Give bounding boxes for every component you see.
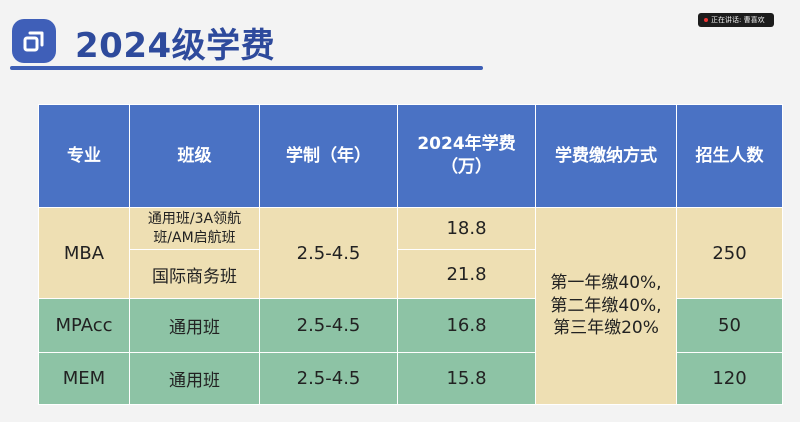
tuition-table: 专业 班级 学制（年） 2024年学费 （万） 学费缴纳方式 招生人数 MBA … xyxy=(38,104,783,405)
header-enrollment: 招生人数 xyxy=(676,104,783,208)
speaking-notice: 正在讲话: 曹喜欢 xyxy=(698,13,774,27)
table-header-row: 专业 班级 学制（年） 2024年学费 （万） 学费缴纳方式 招生人数 xyxy=(38,104,783,208)
cell-fee-mem: 15.8 xyxy=(397,352,536,405)
cell-class-mba-b: 国际商务班 xyxy=(129,249,260,299)
header-payment: 学费缴纳方式 xyxy=(535,104,677,208)
cell-duration-mba: 2.5-4.5 xyxy=(259,207,398,299)
title-underline xyxy=(10,66,483,70)
table-row-mba-a: MBA 通用班/3A领航 班/AM启航班 2.5-4.5 18.8 第一年缴40… xyxy=(38,207,783,405)
cell-class-mpacc: 通用班 xyxy=(129,298,260,353)
cell-fee-mba-a: 18.8 xyxy=(397,207,536,250)
cell-class-mba-a: 通用班/3A领航 班/AM启航班 xyxy=(129,207,260,250)
cell-fee-mpacc: 16.8 xyxy=(397,298,536,353)
table-row-mpacc: MPAcc 通用班 2.5-4.5 16.8 50 xyxy=(38,298,783,353)
header-major: 专业 xyxy=(38,104,130,208)
notice-text: 正在讲话: 曹喜欢 xyxy=(711,16,765,24)
cell-major-mem: MEM xyxy=(38,352,130,405)
table-row-mem: MEM 通用班 2.5-4.5 15.8 120 xyxy=(38,352,783,405)
recording-dot-icon xyxy=(704,18,708,22)
cell-payment-method: 第一年缴40%, 第二年缴40%, 第三年缴20% xyxy=(535,207,677,405)
cell-enrollment-mem: 120 xyxy=(676,352,783,405)
cell-enrollment-mba: 250 xyxy=(676,207,783,299)
header-class: 班级 xyxy=(129,104,260,208)
cell-major-mba: MBA xyxy=(38,207,130,299)
table-row-mba-b: 国际商务班 21.8 xyxy=(39,249,783,299)
cell-major-mpacc: MPAcc xyxy=(38,298,130,353)
cell-duration-mpacc: 2.5-4.5 xyxy=(259,298,398,353)
section-logo-icon xyxy=(12,19,56,63)
cell-duration-mem: 2.5-4.5 xyxy=(259,352,398,405)
cell-class-mem: 通用班 xyxy=(129,352,260,405)
cell-enrollment-mpacc: 50 xyxy=(676,298,783,353)
header-fee: 2024年学费 （万） xyxy=(397,104,536,208)
header-duration: 学制（年） xyxy=(259,104,398,208)
page-title: 2024级学费 xyxy=(75,26,276,66)
cell-fee-mba-b: 21.8 xyxy=(397,249,536,299)
